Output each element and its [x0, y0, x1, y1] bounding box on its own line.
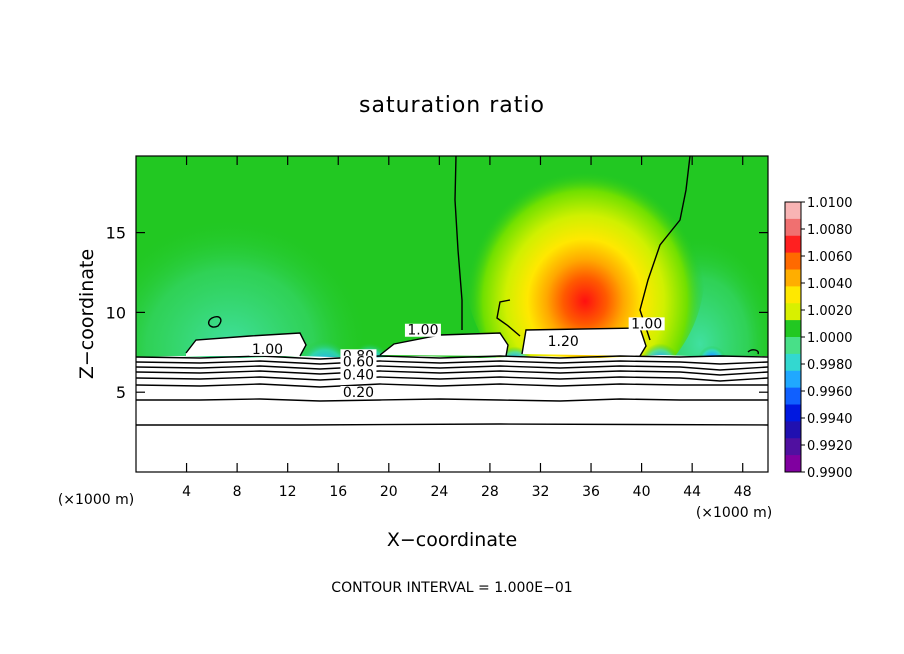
colorbar-label: 0.9920: [807, 439, 853, 454]
colorbar-segment: [785, 303, 801, 321]
x-axis-ticks: 4 8 12 16 20 24 28 32 36 40 44 48: [182, 156, 752, 500]
colorbar-label: 1.0080: [807, 223, 853, 238]
colorbar-segment: [785, 421, 801, 439]
cloud-region-2: [380, 333, 508, 356]
contour-labels: 1.001.001.201.000.800.600.400.20: [249, 316, 665, 401]
contour-label-bg: [404, 323, 441, 337]
contour-label: 1.00: [631, 316, 662, 332]
colorbar-segment: [785, 286, 801, 304]
x-tick-label: 44: [683, 484, 701, 500]
y-axis-title: Z−coordinate: [76, 249, 98, 379]
x-tick-label: 8: [233, 484, 242, 500]
contour-lines: [136, 156, 768, 426]
contour-label-bg: [628, 317, 665, 331]
colorbar-label: 0.9940: [807, 412, 853, 427]
x-axis-title: X−coordinate: [387, 529, 517, 551]
colorbar-segment: [785, 218, 801, 237]
cloud-region-3: [522, 328, 646, 356]
x-tick-label: 28: [481, 484, 499, 500]
x-tick-label: 40: [633, 484, 651, 500]
contour-label: 1.20: [548, 334, 579, 350]
contour-label: 0.60: [343, 355, 374, 371]
contour-label: 1.00: [252, 342, 283, 358]
plot-area: [136, 156, 768, 472]
colorbar-label: 1.0040: [807, 277, 853, 292]
y-tick-label: 15: [106, 224, 126, 243]
x-tick-label: 4: [182, 484, 191, 500]
colorbar-segment: [785, 202, 801, 220]
chart-title: saturation ratio: [359, 93, 545, 118]
colorbar-segment: [785, 387, 801, 405]
colorbar-label: 0.9980: [807, 358, 853, 373]
x-tick-label: 32: [532, 484, 550, 500]
colorbar-segment: [785, 455, 801, 473]
contour-label: 1.00: [407, 323, 438, 339]
colorbar-label: 0.9960: [807, 385, 853, 400]
colorbar-label: 1.0020: [807, 304, 853, 319]
contour-label: 0.40: [343, 367, 374, 383]
x-unit-right: (×1000 m): [696, 505, 772, 521]
x-unit-left: (×1000 m): [58, 492, 134, 508]
y-axis-ticks: 5 10 15: [106, 224, 768, 402]
contour-label-bg: [340, 385, 377, 399]
x-tick-label: 24: [430, 484, 448, 500]
colorbar-segment: [785, 370, 801, 389]
x-tick-label: 16: [329, 484, 347, 500]
colorbar-segment: [785, 252, 801, 270]
x-tick-label: 12: [279, 484, 297, 500]
contour-label: 0.20: [343, 385, 374, 401]
colorbar-segment: [785, 235, 801, 254]
colorbar-label: 1.0100: [807, 196, 853, 211]
x-tick-label: 48: [734, 484, 752, 500]
colorbar-segment: [785, 320, 801, 338]
colorbar-segment: [785, 438, 801, 456]
colorbar-segment: [785, 337, 801, 355]
y-tick-label: 10: [106, 303, 126, 322]
colorbar: 1.0100 1.0080 1.0060 1.0040 1.0020 1.0000 0.99…: [784, 196, 853, 481]
contour-label-bg: [249, 342, 286, 356]
colorbar-label: 0.9900: [807, 466, 853, 481]
contour-label-bg: [340, 368, 377, 382]
colorbar-segment: [785, 404, 801, 422]
colorbar-segment: [785, 269, 801, 287]
x-tick-label: 20: [380, 484, 398, 500]
plot-frame: [135, 155, 769, 473]
x-tick-label: 36: [582, 484, 600, 500]
colorbar-label: 1.0060: [807, 250, 853, 265]
contour-label-bg: [545, 334, 582, 348]
colorbar-segment: [785, 353, 801, 372]
y-tick-label: 5: [116, 383, 126, 402]
contour-interval-note: CONTOUR INTERVAL = 1.000E−01: [331, 580, 572, 596]
colorbar-label: 1.0000: [807, 331, 853, 346]
contour-label-bg: [340, 355, 377, 369]
